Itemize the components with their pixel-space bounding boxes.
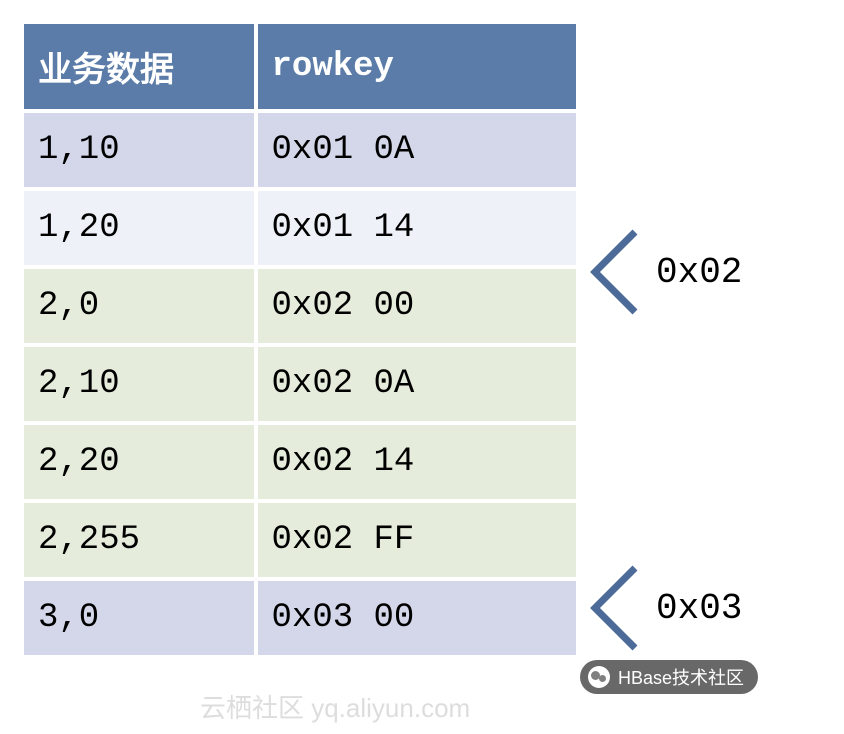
cell-data: 2,20 bbox=[22, 423, 256, 501]
col-header-rowkey: rowkey bbox=[256, 22, 578, 111]
table-row: 2,200x02 14 bbox=[22, 423, 578, 501]
table-row: 2,100x02 0A bbox=[22, 345, 578, 423]
annotation-label: 0x03 bbox=[656, 588, 742, 629]
watermark-text: 云栖社区 yq.aliyun.com bbox=[200, 688, 470, 725]
cell-data: 2,10 bbox=[22, 345, 256, 423]
cell-data: 3,0 bbox=[22, 579, 256, 657]
wechat-badge: HBase技术社区 bbox=[580, 660, 758, 694]
table-header-row: 业务数据 rowkey bbox=[22, 22, 578, 111]
cell-data: 1,10 bbox=[22, 111, 256, 189]
cell-rowkey: 0x02 00 bbox=[256, 267, 578, 345]
figure-container: 业务数据 rowkey 1,100x01 0A1,200x01 142,00x0… bbox=[20, 20, 824, 714]
chevron-left-icon bbox=[580, 560, 640, 656]
wechat-icon bbox=[588, 666, 610, 688]
cell-rowkey: 0x02 14 bbox=[256, 423, 578, 501]
annotation-label: 0x02 bbox=[656, 252, 742, 293]
split-annotation: 0x02 bbox=[580, 224, 742, 320]
rowkey-table: 业务数据 rowkey 1,100x01 0A1,200x01 142,00x0… bbox=[20, 20, 580, 659]
table-row: 3,00x03 00 bbox=[22, 579, 578, 657]
cell-data: 2,255 bbox=[22, 501, 256, 579]
table-row: 2,00x02 00 bbox=[22, 267, 578, 345]
col-header-业务数据: 业务数据 bbox=[22, 22, 256, 111]
cell-data: 1,20 bbox=[22, 189, 256, 267]
cell-rowkey: 0x03 00 bbox=[256, 579, 578, 657]
table-row: 2,2550x02 FF bbox=[22, 501, 578, 579]
wechat-badge-text: HBase技术社区 bbox=[618, 664, 744, 690]
cell-rowkey: 0x02 0A bbox=[256, 345, 578, 423]
split-annotation: 0x03 bbox=[580, 560, 742, 656]
cell-data: 2,0 bbox=[22, 267, 256, 345]
cell-rowkey: 0x02 FF bbox=[256, 501, 578, 579]
table-row: 1,200x01 14 bbox=[22, 189, 578, 267]
cell-rowkey: 0x01 0A bbox=[256, 111, 578, 189]
cell-rowkey: 0x01 14 bbox=[256, 189, 578, 267]
table-body: 1,100x01 0A1,200x01 142,00x02 002,100x02… bbox=[22, 111, 578, 657]
table-row: 1,100x01 0A bbox=[22, 111, 578, 189]
chevron-left-icon bbox=[580, 224, 640, 320]
